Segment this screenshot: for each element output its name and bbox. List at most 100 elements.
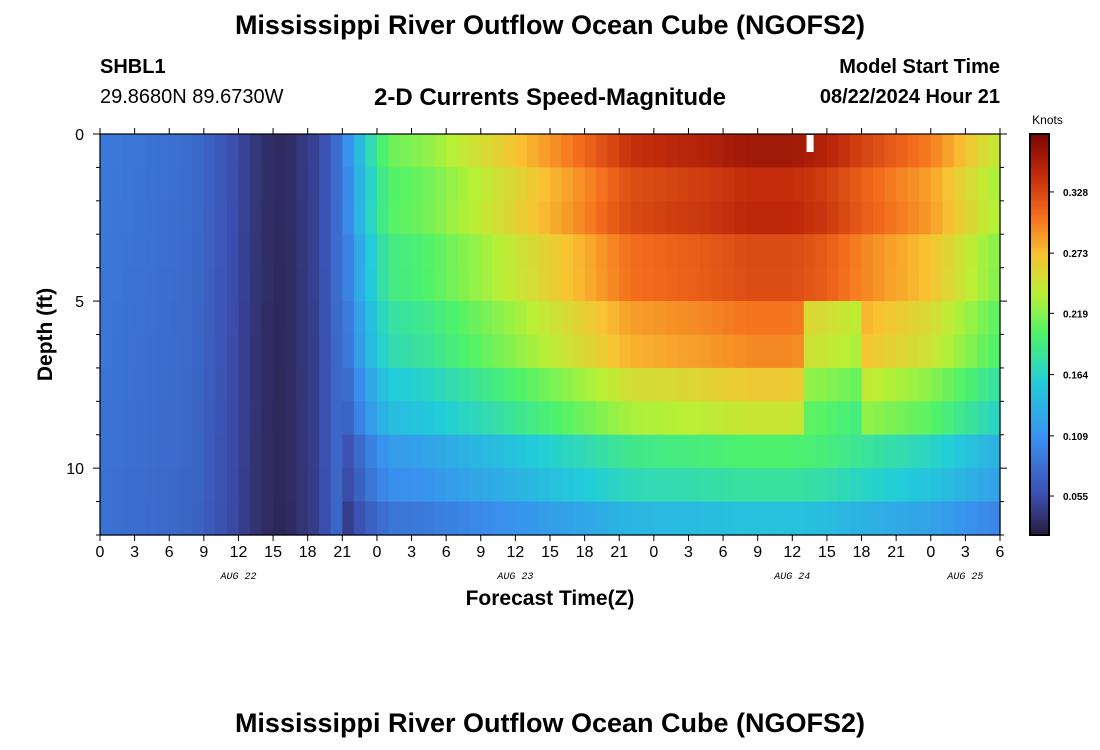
- colorbar-tick-label: 0.328: [1063, 188, 1088, 199]
- heatmap-cell: [423, 401, 436, 436]
- heatmap-cell: [365, 267, 378, 302]
- heatmap-cell: [642, 200, 655, 235]
- heatmap-cell: [492, 234, 505, 269]
- heatmap-cell: [526, 401, 540, 436]
- heatmap-cell: [907, 501, 920, 536]
- heatmap-cell: [757, 267, 770, 302]
- heatmap-cell: [746, 401, 759, 436]
- chart-title: Mississippi River Outflow Ocean Cube (NG…: [234, 10, 866, 40]
- heatmap-cell: [146, 234, 159, 269]
- heatmap-cell: [838, 267, 851, 302]
- heatmap-cell: [988, 301, 1001, 336]
- x-tick-label: 6: [165, 544, 174, 561]
- heatmap-cell: [653, 367, 666, 402]
- heatmap-cell: [434, 167, 447, 202]
- heatmap-cell: [307, 434, 320, 469]
- heatmap-cell: [503, 200, 516, 235]
- heatmap-cell: [100, 334, 113, 369]
- heatmap-cell: [123, 501, 136, 536]
- heatmap-cell: [284, 134, 297, 169]
- heatmap-cell: [723, 434, 736, 469]
- heatmap-cell: [826, 167, 840, 202]
- heatmap-cell: [665, 401, 678, 436]
- heatmap-cell: [353, 200, 366, 235]
- heatmap-cell: [734, 267, 747, 302]
- heatmap-cell: [550, 234, 563, 269]
- heatmap-cell: [896, 434, 909, 469]
- heatmap-cell: [376, 234, 390, 269]
- heatmap-cell: [238, 401, 251, 436]
- heatmap-cell: [850, 367, 863, 402]
- heatmap-cell: [596, 200, 609, 235]
- heatmap-cell: [642, 334, 655, 369]
- heatmap-cell: [111, 468, 124, 503]
- heatmap-cell: [746, 434, 759, 469]
- heatmap-cell: [157, 334, 170, 369]
- heatmap-cell: [884, 267, 897, 302]
- heatmap-cell: [134, 334, 147, 369]
- heatmap-cell: [688, 501, 701, 536]
- heatmap-cell: [111, 267, 124, 302]
- heatmap-cell: [192, 134, 205, 169]
- heatmap-cell: [573, 234, 586, 269]
- heatmap-cell: [123, 234, 136, 269]
- heatmap-cell: [953, 501, 966, 536]
- heatmap-cell: [169, 401, 182, 436]
- heatmap-cell: [284, 334, 297, 369]
- heatmap-cell: [203, 167, 216, 202]
- heatmap-cell: [203, 200, 216, 235]
- x-tick-label: 6: [719, 544, 728, 561]
- heatmap-cell: [988, 167, 1001, 202]
- heatmap-cell: [792, 134, 805, 169]
- heatmap-cell: [538, 367, 551, 402]
- heatmap-cell: [976, 468, 990, 503]
- heatmap-cell: [215, 134, 228, 169]
- heatmap-cell: [284, 301, 297, 336]
- heatmap-cell: [550, 267, 563, 302]
- heatmap-cell: [942, 234, 955, 269]
- heatmap-cell: [723, 267, 736, 302]
- heatmap-cell: [746, 367, 759, 402]
- heatmap-cell: [665, 468, 678, 503]
- heatmap-cell: [538, 167, 551, 202]
- heatmap-cell: [734, 501, 747, 536]
- heatmap-cell: [676, 401, 690, 436]
- heatmap-cell: [192, 267, 205, 302]
- heatmap-cell: [238, 134, 251, 169]
- heatmap-cell: [169, 267, 182, 302]
- heatmap-cell: [550, 301, 563, 336]
- colorbar-tick-label: 0.219: [1063, 309, 1088, 320]
- heatmap-cell: [769, 367, 782, 402]
- heatmap-cell: [976, 367, 990, 402]
- heatmap-cell: [123, 401, 136, 436]
- heatmap-cell: [573, 401, 586, 436]
- heatmap-cell: [273, 501, 286, 536]
- heatmap-cell: [826, 134, 840, 169]
- heatmap-cell: [688, 301, 701, 336]
- heatmap-cell: [711, 501, 724, 536]
- heatmap-cell: [480, 234, 493, 269]
- heatmap-cell: [861, 167, 874, 202]
- heatmap-cell: [561, 434, 574, 469]
- heatmap-cell: [630, 401, 643, 436]
- heatmap-cell: [169, 301, 182, 336]
- heatmap-cell: [480, 501, 493, 536]
- heatmap-cell: [873, 501, 886, 536]
- heatmap-cell: [850, 167, 863, 202]
- heatmap-cell: [746, 267, 759, 302]
- heatmap-cell: [700, 468, 713, 503]
- heatmap-cell: [769, 468, 782, 503]
- heatmap-cell: [503, 134, 516, 169]
- heatmap-cell: [850, 301, 863, 336]
- heatmap-cell: [653, 401, 666, 436]
- heatmap-cell: [388, 200, 401, 235]
- heatmap-cell: [953, 334, 966, 369]
- heatmap-cell: [203, 434, 216, 469]
- heatmap-cell: [953, 468, 966, 503]
- heatmap-cell: [480, 334, 493, 369]
- heatmap-cell: [711, 200, 724, 235]
- heatmap-cell: [538, 200, 551, 235]
- heatmap-cell: [296, 501, 309, 536]
- heatmap-cell: [180, 267, 193, 302]
- heatmap-cell: [942, 200, 955, 235]
